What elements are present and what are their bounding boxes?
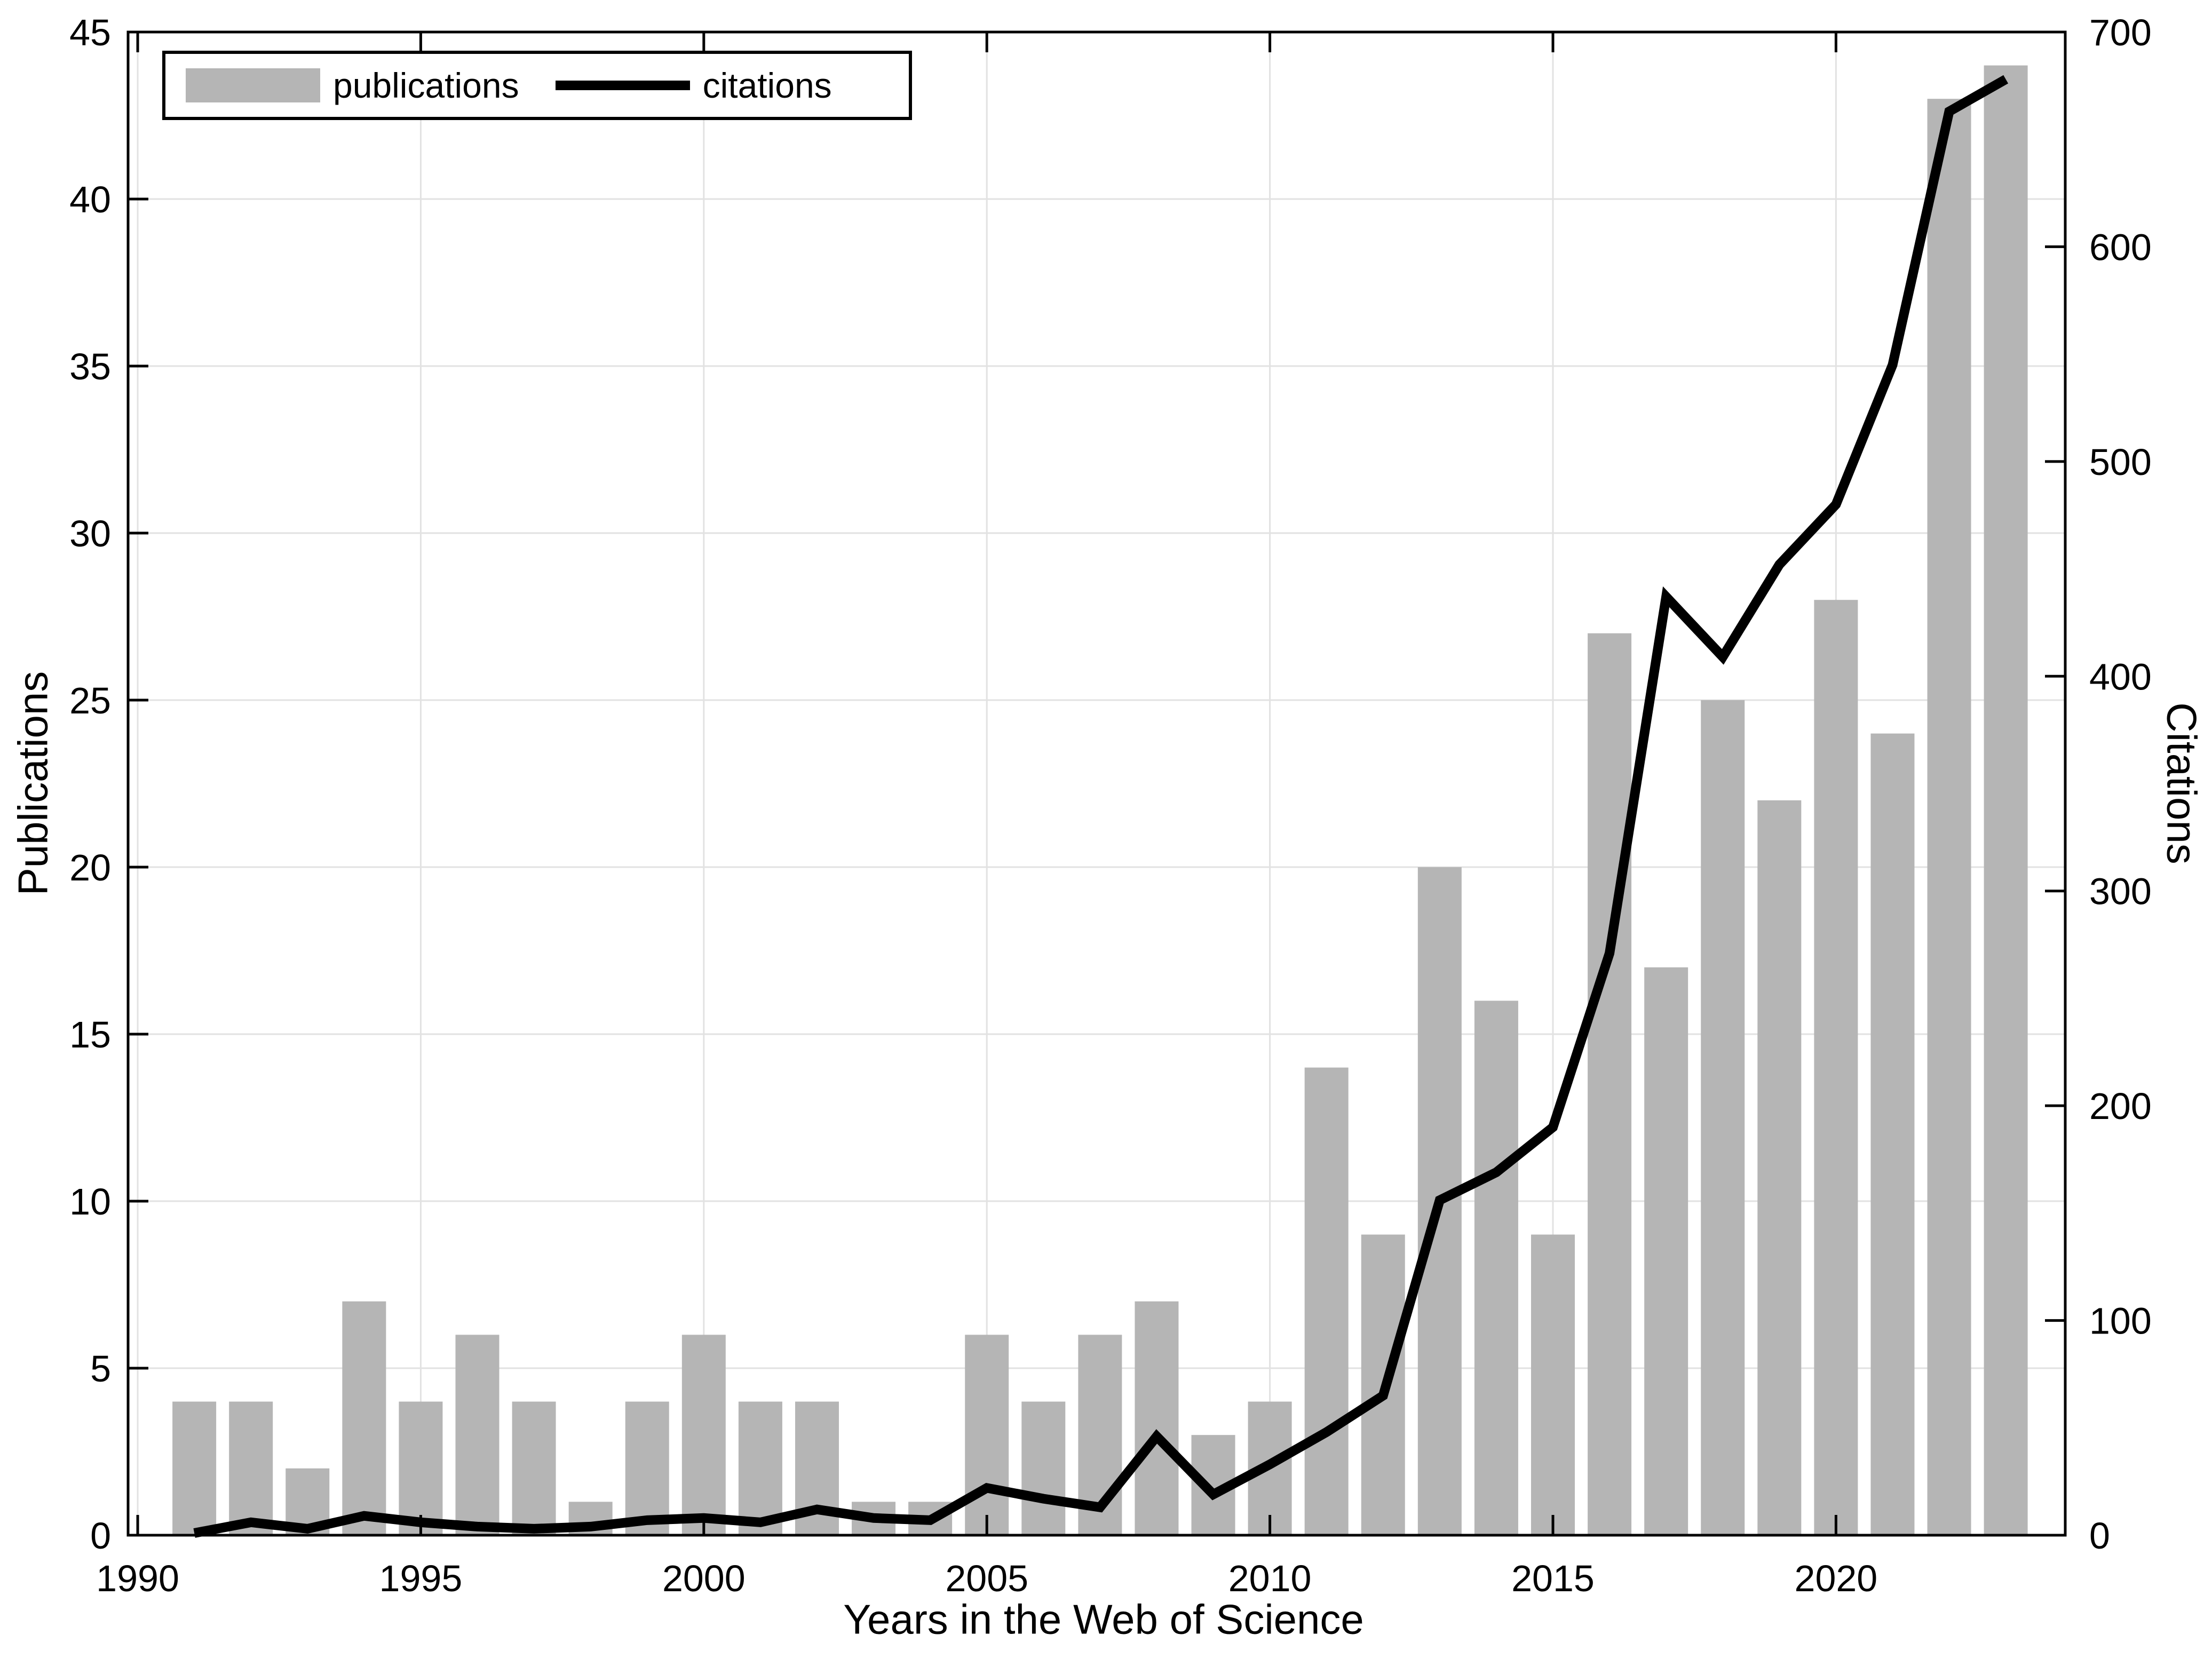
x-tick-label: 2000 <box>662 1558 746 1599</box>
publications-bar <box>1531 1234 1575 1535</box>
publications-bar <box>1644 967 1688 1535</box>
y-tick-label-left: 0 <box>90 1515 111 1557</box>
x-tick-label: 1990 <box>96 1558 179 1599</box>
publications-bar <box>625 1401 669 1535</box>
x-tick-label: 2020 <box>1795 1558 1878 1599</box>
x-axis-label: Years in the Web of Science <box>843 1596 1364 1643</box>
publications-bar <box>965 1335 1009 1535</box>
publications-bar <box>1870 733 1915 1535</box>
y-tick-label-right: 600 <box>2089 226 2152 268</box>
y-axis-label-right: Citations <box>2158 702 2206 864</box>
y-tick-label-right: 400 <box>2089 656 2152 697</box>
publications-bar <box>1588 633 1632 1535</box>
y-tick-label-left: 30 <box>69 513 111 554</box>
publications-bar <box>1984 65 2028 1535</box>
publications-bar <box>1814 600 1858 1535</box>
publications-bar <box>1135 1301 1179 1535</box>
y-tick-label-right: 0 <box>2089 1515 2110 1557</box>
legend-bar-swatch-icon <box>186 68 320 102</box>
y-tick-label-left: 45 <box>69 12 111 53</box>
y-tick-label-left: 10 <box>69 1181 111 1223</box>
y-tick-label-left: 5 <box>90 1348 111 1390</box>
y-tick-label-right: 200 <box>2089 1085 2152 1127</box>
legend-item-publications: publications <box>333 66 519 105</box>
y-tick-label-left: 40 <box>69 179 111 220</box>
publications-bar <box>229 1401 273 1535</box>
publications-bar <box>342 1301 386 1535</box>
publications-bar <box>399 1401 443 1535</box>
legend: publications citations <box>162 51 912 120</box>
citations-line <box>193 75 2009 1538</box>
y-tick-label-right: 100 <box>2089 1300 2152 1342</box>
y-tick-label-right: 700 <box>2089 12 2152 53</box>
y-tick-label-right: 300 <box>2089 871 2152 912</box>
publications-bar <box>1021 1401 1066 1535</box>
y-axis-label-left: Publications <box>9 671 57 896</box>
y-tick-label-left: 15 <box>69 1014 111 1055</box>
legend-item-citations: citations <box>702 66 832 105</box>
x-tick-label: 2005 <box>945 1558 1028 1599</box>
x-tick-label: 2010 <box>1228 1558 1312 1599</box>
legend-line-swatch-icon <box>555 81 690 90</box>
y-tick-label-left: 35 <box>69 346 111 387</box>
publications-bar <box>1701 700 1745 1535</box>
x-tick-label: 1995 <box>379 1558 463 1599</box>
publications-bar <box>455 1335 500 1535</box>
x-tick-label: 2015 <box>1511 1558 1595 1599</box>
y-tick-label-left: 25 <box>69 680 111 721</box>
publications-bar <box>512 1401 556 1535</box>
publications-bar <box>738 1401 782 1535</box>
publications-bar <box>1927 99 1971 1536</box>
y-tick-label-right: 500 <box>2089 441 2152 483</box>
publications-bar <box>172 1401 217 1535</box>
publications-bar <box>1757 800 1802 1535</box>
publications-bar <box>1304 1067 1349 1535</box>
publications-bar <box>1474 1001 1518 1535</box>
publications-bar <box>681 1335 726 1535</box>
y-tick-label-left: 20 <box>69 847 111 888</box>
plot-border <box>126 30 2067 1537</box>
